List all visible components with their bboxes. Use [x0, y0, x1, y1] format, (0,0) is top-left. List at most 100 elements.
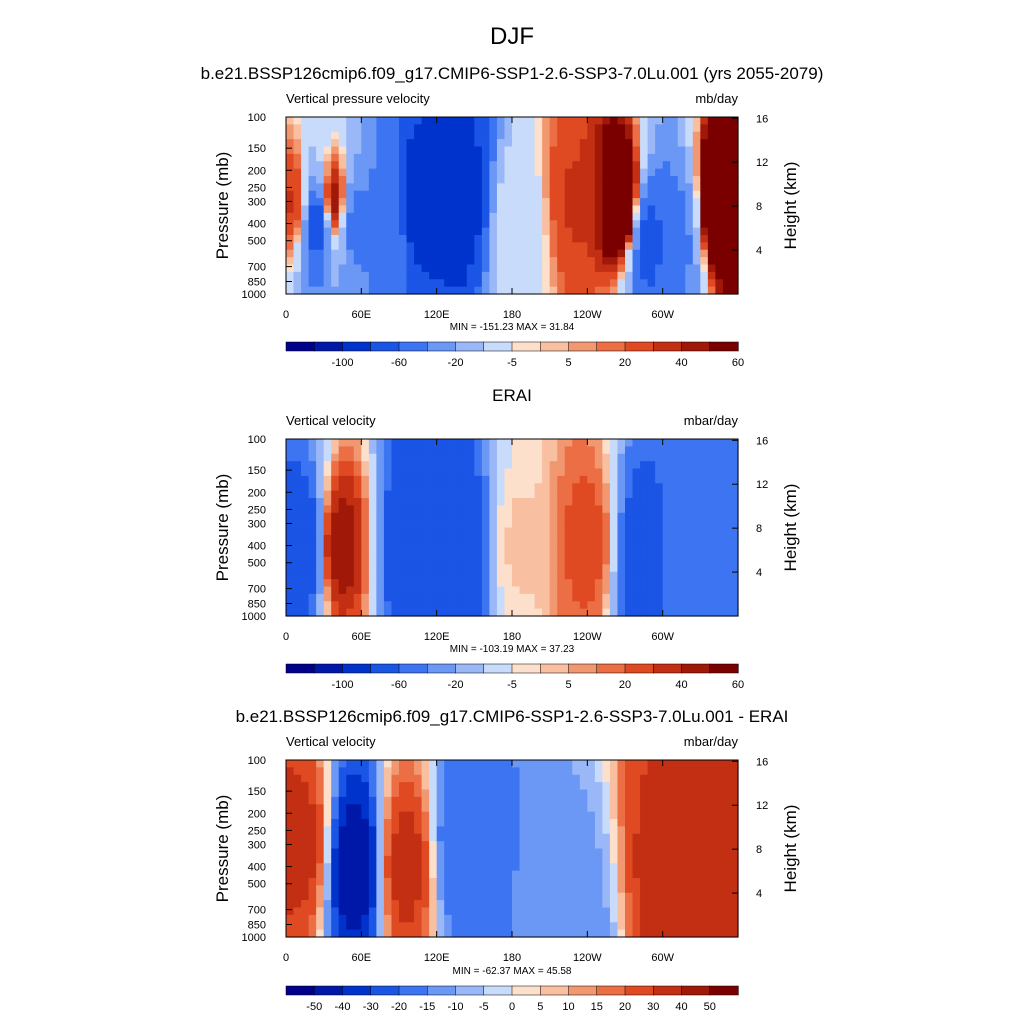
field-cell — [700, 498, 709, 506]
field-cell — [632, 892, 641, 901]
field-cell — [685, 767, 694, 776]
field-cell — [512, 608, 521, 617]
field-cell — [677, 475, 686, 484]
field-cell — [722, 257, 732, 266]
field-cell — [293, 264, 302, 273]
field-cell — [579, 490, 588, 499]
field-cell — [323, 146, 332, 155]
field-cell — [579, 885, 588, 894]
y-tick-label: 1000 — [242, 289, 266, 301]
field-cell — [640, 826, 649, 835]
field-cell — [293, 271, 302, 280]
field-cell — [376, 767, 385, 776]
field-cell — [722, 870, 732, 879]
field-cell — [685, 557, 694, 565]
field-cell — [730, 914, 739, 923]
field-cell — [730, 227, 739, 236]
field-cell — [383, 892, 393, 901]
field-cell — [429, 571, 438, 580]
field-cell — [399, 579, 408, 588]
field-cell — [331, 929, 340, 938]
field-cell — [383, 557, 393, 565]
field-cell — [662, 124, 671, 133]
field-cell — [361, 483, 370, 492]
field-cell — [715, 855, 724, 864]
field-cell — [361, 848, 370, 857]
field-cell — [587, 271, 596, 280]
field-cell — [557, 146, 566, 155]
field-cell — [293, 168, 302, 177]
field-cell — [670, 833, 679, 842]
field-cell — [700, 257, 709, 266]
field-cell — [549, 190, 558, 199]
field-cell — [489, 900, 498, 909]
field-cell — [323, 774, 332, 783]
field-cell — [376, 190, 385, 199]
field-cell — [572, 811, 581, 820]
field-cell — [331, 190, 340, 199]
field-cell — [474, 767, 483, 776]
field-cell — [436, 848, 445, 857]
field-cell — [677, 505, 686, 514]
field-cell — [655, 461, 664, 470]
field-cell — [542, 286, 551, 295]
field-cell — [466, 257, 475, 266]
field-cell — [609, 534, 619, 543]
field-cell — [368, 929, 377, 938]
field-cell — [625, 878, 634, 886]
field-cell — [421, 183, 430, 192]
field-cell — [436, 139, 445, 148]
field-cell — [715, 870, 724, 879]
field-cell — [609, 461, 619, 470]
field-cell — [301, 124, 310, 133]
field-cell — [481, 139, 490, 148]
field-cell — [346, 796, 355, 805]
field-cell — [444, 198, 453, 207]
field-cell — [519, 168, 528, 177]
field-cell — [459, 117, 468, 125]
field-cell — [293, 841, 302, 850]
field-cell — [534, 892, 543, 901]
field-cell — [391, 878, 400, 886]
field-cell — [564, 227, 573, 236]
field-cell — [451, 557, 460, 565]
field-cell — [707, 131, 716, 140]
field-cell — [542, 117, 551, 125]
field-cell — [602, 878, 611, 886]
colorbar-label: 30 — [647, 1001, 659, 1013]
field-cell — [564, 586, 573, 595]
field-cell — [572, 534, 581, 543]
field-cell — [677, 168, 686, 177]
field-cell — [647, 774, 656, 783]
field-cell — [692, 863, 701, 872]
field-cell — [655, 271, 664, 280]
field-cell — [391, 914, 400, 923]
field-cell — [715, 914, 724, 923]
field-cell — [542, 220, 551, 229]
field-cell — [707, 929, 716, 938]
field-cell — [436, 117, 445, 125]
field-cell — [338, 774, 347, 783]
field-cell — [692, 900, 701, 909]
field-cell — [436, 819, 445, 827]
y-axis-title: Pressure (mb) — [213, 795, 232, 903]
field-cell — [677, 227, 686, 236]
field-cell — [655, 505, 664, 514]
colorbar-label: 40 — [675, 1001, 687, 1013]
field-cell — [301, 534, 310, 543]
field-cell — [519, 498, 528, 506]
field-cell — [632, 885, 641, 894]
field-cell — [602, 249, 611, 258]
field-cell — [632, 468, 641, 477]
field-cell — [293, 579, 302, 588]
field-cell — [399, 220, 408, 229]
field-cell — [572, 819, 581, 827]
field-cell — [527, 608, 536, 617]
field-cell — [286, 601, 295, 610]
field-cell — [594, 131, 603, 140]
field-cell — [617, 760, 626, 768]
field-cell — [323, 198, 332, 207]
field-cell — [519, 593, 528, 602]
field-cell — [421, 789, 430, 798]
field-cell — [632, 439, 641, 447]
